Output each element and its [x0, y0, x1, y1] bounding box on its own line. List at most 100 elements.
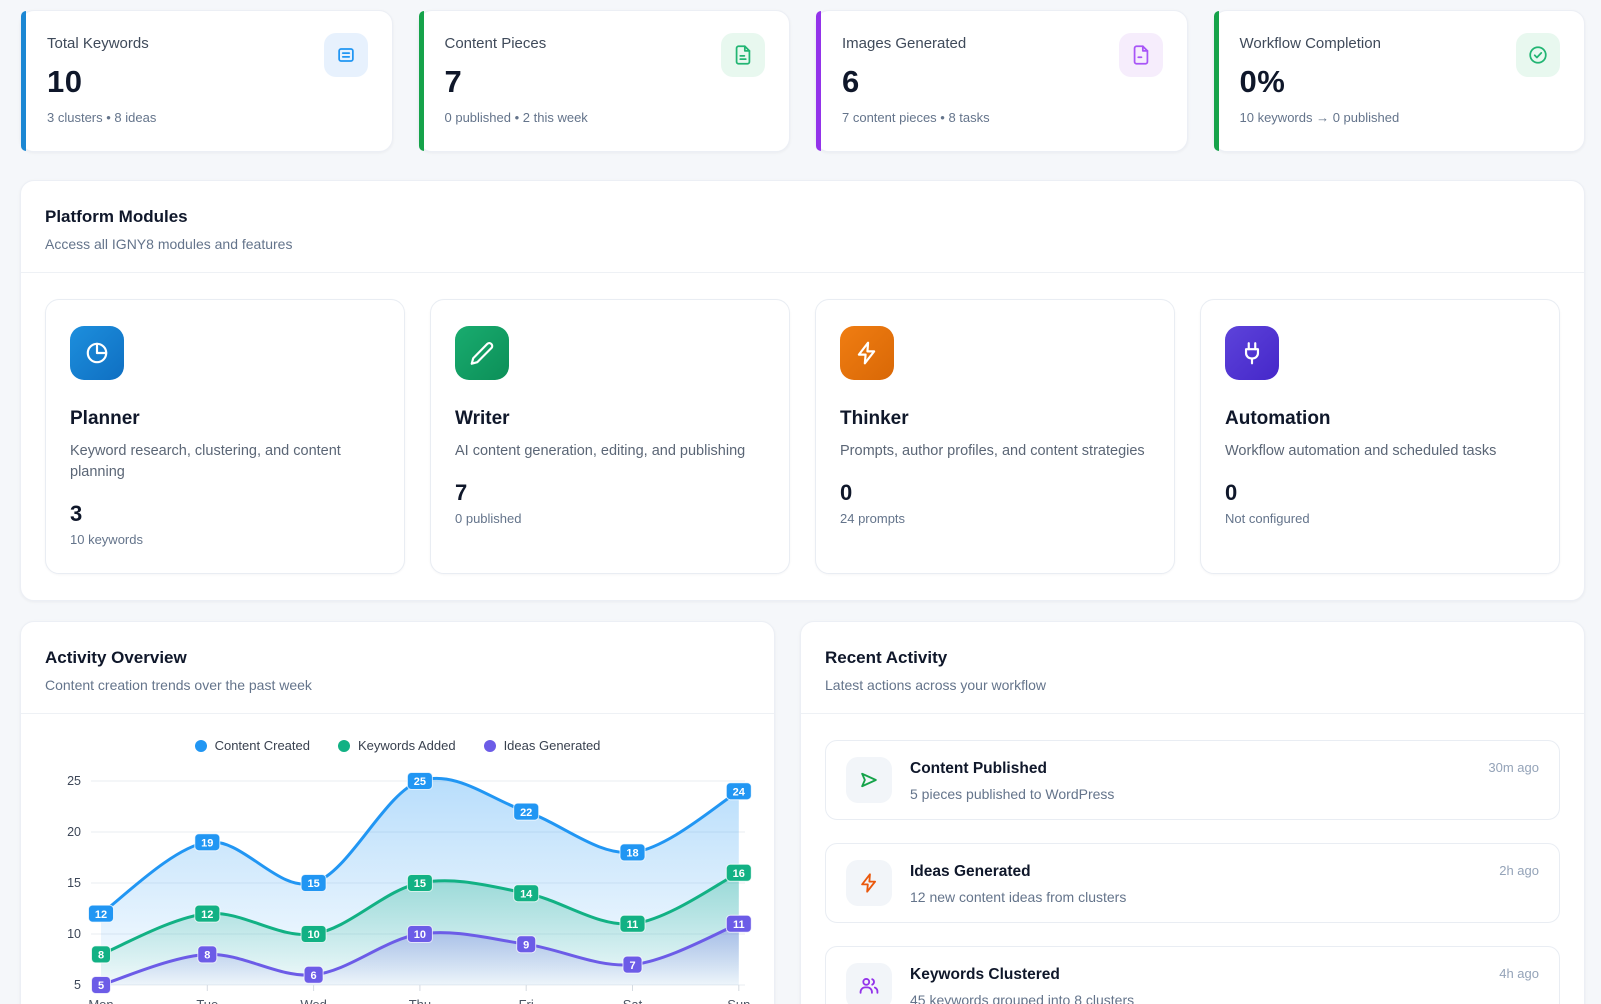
svg-text:15: 15 [307, 878, 319, 890]
stat-subtitle: 7 content pieces • 8 tasks [842, 110, 990, 125]
chart-legend: Content Created Keywords Added Ideas Gener… [45, 738, 750, 753]
activity-description: 5 pieces published to WordPress [910, 786, 1115, 803]
activity-item-body: Content Published 30m ago 5 pieces publish… [910, 757, 1539, 802]
activity-description: 45 keywords grouped into 8 clusters [910, 992, 1135, 1004]
stat-icon-box [1516, 33, 1560, 77]
module-card-automation[interactable]: Automation Workflow automation and schedu… [1200, 299, 1560, 575]
platform-modules-header: Platform Modules Access all IGNY8 module… [21, 181, 1584, 272]
stat-accent-bar [816, 11, 821, 151]
svg-text:Sat: Sat [623, 997, 643, 1004]
module-icon-box [1225, 326, 1279, 380]
activity-title: Content Published [910, 760, 1047, 778]
activity-overview-subtitle: Content creation trends over the past we… [45, 677, 312, 694]
svg-text:12: 12 [95, 909, 107, 921]
recent-activity-title: Recent Activity [825, 648, 948, 668]
divider [801, 713, 1584, 715]
svg-text:8: 8 [204, 950, 210, 962]
module-card-thinker[interactable]: Thinker Prompts, author profiles, and con… [815, 299, 1175, 575]
activity-icon-box [846, 963, 892, 1004]
svg-text:9: 9 [523, 939, 529, 951]
activity-item-ideas-generated[interactable]: Ideas Generated 2h ago 12 new content idea… [825, 843, 1560, 924]
activity-item-body: Keywords Clustered 4h ago 45 keywords grou… [910, 963, 1539, 1004]
activity-item-keywords-clustered[interactable]: Keywords Clustered 4h ago 45 keywords grou… [825, 946, 1560, 1004]
svg-text:Tue: Tue [196, 997, 218, 1004]
platform-modules-subtitle: Access all IGNY8 modules and features [45, 236, 293, 252]
module-description: Prompts, author profiles, and content st… [840, 443, 1145, 459]
activity-title-row: Content Published 30m ago [910, 757, 1539, 778]
stat-subtitle: 3 clusters • 8 ideas [47, 110, 157, 125]
module-icon-box [840, 326, 894, 380]
module-value: 0 [1225, 480, 1238, 506]
stat-label: Total Keywords [47, 35, 149, 52]
stat-accent-bar [21, 11, 26, 151]
svg-text:10: 10 [67, 927, 81, 941]
stats-row: Total Keywords 10 3 clusters • 8 ideas Cont… [20, 10, 1585, 152]
module-icon-box [455, 326, 509, 380]
file-image-icon [1133, 45, 1148, 65]
legend-dot [483, 739, 496, 752]
svg-text:Wed: Wed [300, 997, 327, 1004]
module-description: AI content generation, editing, and publ… [455, 443, 746, 459]
stat-icon-box [721, 33, 765, 77]
legend-item-content-created: Content Created [194, 738, 310, 754]
module-subtitle: 10 keywords [70, 532, 143, 548]
module-name: Thinker [840, 408, 909, 429]
stat-label: Content Pieces [444, 35, 547, 52]
check-circle-icon [1529, 46, 1547, 64]
legend-label: Keywords Added [357, 738, 456, 754]
stat-value: 6 [842, 64, 860, 99]
activity-item-content-published[interactable]: Content Published 30m ago 5 pieces publish… [825, 740, 1560, 821]
stat-value: 0% [1239, 64, 1286, 99]
svg-text:20: 20 [67, 825, 81, 839]
svg-text:22: 22 [520, 807, 532, 819]
svg-text:18: 18 [626, 848, 638, 860]
svg-text:10: 10 [414, 929, 426, 941]
module-icon-box [70, 326, 124, 380]
activity-chart: 5 10 15 20 25 Mon Tue Wed Thu Fri Sat Sun 12 19 15 25 22… [67, 772, 752, 1004]
stat-card-images-generated: Images Generated 6 7 content pieces • 8 ta… [815, 10, 1188, 152]
stat-icon-box [323, 33, 368, 77]
activity-title-row: Keywords Clustered 4h ago [910, 963, 1539, 984]
list-icon [337, 48, 354, 62]
activity-overview-header: Activity Overview Content creation trend… [21, 622, 774, 713]
module-value: 7 [455, 480, 468, 506]
chart-point-labels: 12 19 15 25 22 18 24 8 12 10 15 14 11 16 5 8 6 10 9 7 11 [88, 772, 752, 995]
stat-value: 7 [444, 64, 463, 99]
svg-text:5: 5 [74, 978, 81, 992]
module-value: 3 [70, 501, 83, 527]
svg-text:24: 24 [733, 786, 746, 798]
svg-text:10: 10 [307, 929, 319, 941]
platform-modules-panel: Platform Modules Access all IGNY8 module… [20, 180, 1585, 602]
stat-value: 10 [47, 64, 83, 99]
divider [21, 272, 1584, 273]
stat-accent-bar [1213, 11, 1219, 151]
svg-text:Thu: Thu [409, 997, 431, 1004]
svg-text:14: 14 [520, 888, 533, 900]
stat-accent-bar [418, 11, 424, 151]
stat-subtitle: 10 keywords → 0 published [1239, 110, 1400, 125]
activity-timestamp: 4h ago [1499, 966, 1539, 982]
stat-label: Workflow Completion [1239, 35, 1381, 52]
module-subtitle: Not configured [1225, 511, 1310, 527]
activity-description: 12 new content ideas from clusters [910, 889, 1127, 906]
module-card-planner[interactable]: Planner Keyword research, clustering, and… [45, 299, 405, 575]
recent-activity-header: Recent Activity Latest actions across yo… [801, 622, 1584, 713]
recent-activity-panel: Recent Activity Latest actions across yo… [800, 621, 1585, 1004]
activity-title: Ideas Generated [910, 863, 1031, 881]
svg-text:Mon: Mon [88, 997, 113, 1004]
activity-icon-box [846, 757, 892, 804]
module-name: Planner [70, 408, 140, 429]
bottom-row: Activity Overview Content creation trend… [20, 621, 1585, 1004]
module-name: Automation [1225, 408, 1331, 429]
legend-dot [337, 739, 350, 752]
module-name: Writer [455, 408, 510, 429]
pie-chart-icon [86, 342, 108, 364]
activity-title-row: Ideas Generated 2h ago [910, 860, 1539, 881]
stat-icon-box [1118, 33, 1163, 77]
send-icon [861, 772, 877, 788]
modules-grid: Planner Keyword research, clustering, and… [21, 273, 1584, 600]
svg-text:15: 15 [67, 876, 81, 890]
legend-label: Content Created [214, 738, 310, 754]
module-card-writer[interactable]: Writer AI content generation, editing, an… [430, 299, 790, 575]
zap-icon [861, 873, 876, 893]
